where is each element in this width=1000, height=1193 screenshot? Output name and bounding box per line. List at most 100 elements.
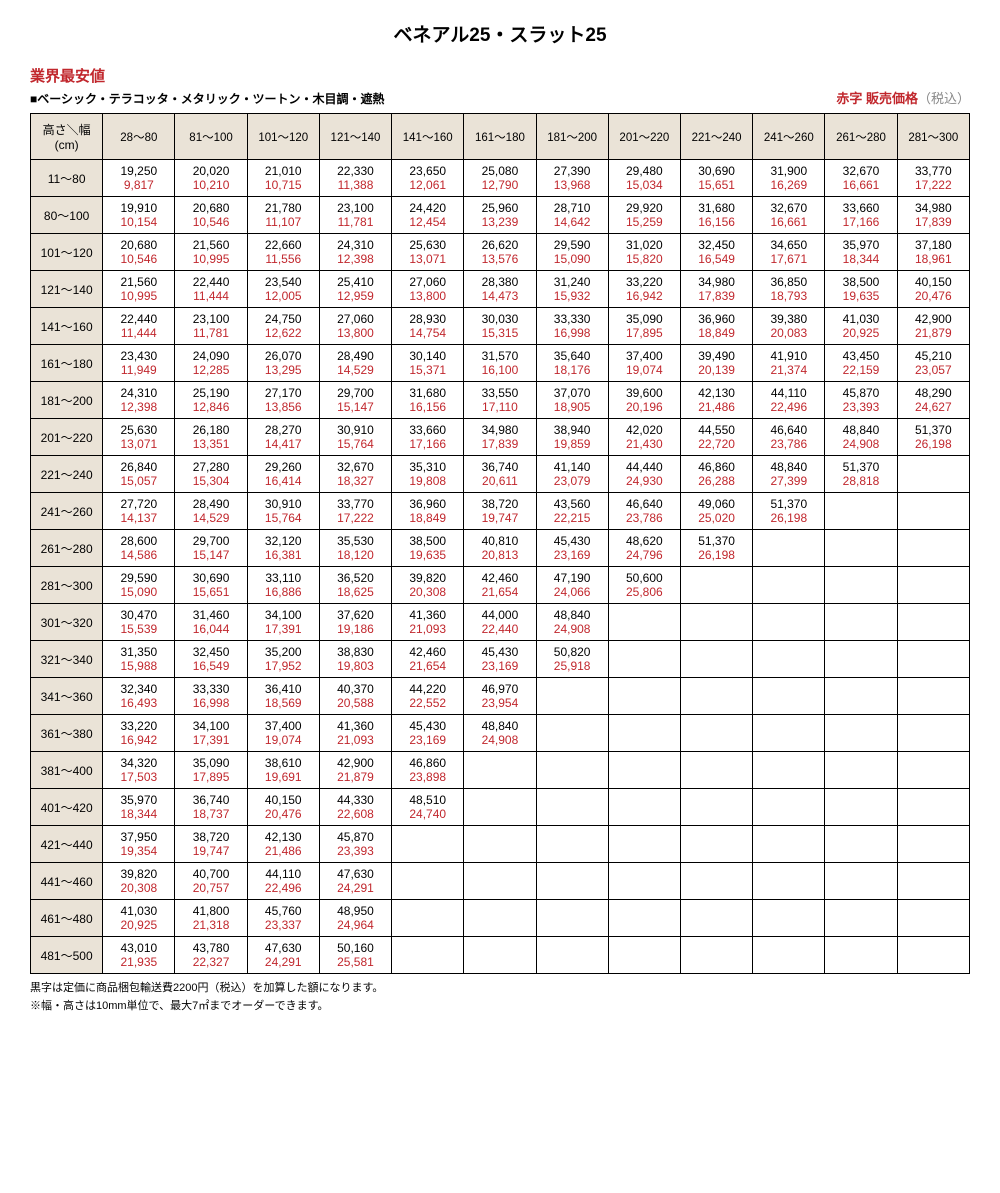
list-price: 30,690 xyxy=(681,160,752,178)
price-cell xyxy=(753,826,825,863)
list-price: 47,630 xyxy=(248,937,319,955)
list-price: 28,490 xyxy=(320,345,391,363)
sale-price: 12,398 xyxy=(103,400,174,418)
list-price: 19,910 xyxy=(103,197,174,215)
price-cell: 48,84024,908 xyxy=(536,604,608,641)
list-price: 36,740 xyxy=(464,456,535,474)
price-cell: 33,33016,998 xyxy=(536,308,608,345)
sale-price: 11,781 xyxy=(175,326,246,344)
list-price: 45,870 xyxy=(320,826,391,844)
price-cell: 41,91021,374 xyxy=(753,345,825,382)
sale-price: 19,186 xyxy=(320,622,391,640)
price-cell: 32,67016,661 xyxy=(753,197,825,234)
list-price: 44,110 xyxy=(753,382,824,400)
price-cell: 23,10011,781 xyxy=(175,308,247,345)
price-cell: 25,19012,846 xyxy=(175,382,247,419)
sale-price: 24,964 xyxy=(320,918,391,936)
price-cell: 35,97018,344 xyxy=(103,789,175,826)
sale-price: 13,576 xyxy=(464,252,535,270)
list-price: 28,710 xyxy=(537,197,608,215)
price-cell: 35,31019,808 xyxy=(392,456,464,493)
list-price: 30,470 xyxy=(103,604,174,622)
price-cell: 41,03020,925 xyxy=(103,900,175,937)
list-price: 24,310 xyxy=(320,234,391,252)
list-price: 46,640 xyxy=(609,493,680,511)
sale-price: 16,100 xyxy=(464,363,535,381)
row-header: 441～460 xyxy=(31,863,103,900)
list-price: 39,820 xyxy=(103,863,174,881)
price-cell xyxy=(753,789,825,826)
price-cell: 21,56010,995 xyxy=(175,234,247,271)
list-price: 44,550 xyxy=(681,419,752,437)
price-cell: 33,55017,110 xyxy=(464,382,536,419)
sale-price: 28,818 xyxy=(825,474,896,492)
table-row: 361～38033,22016,94234,10017,39137,40019,… xyxy=(31,715,970,752)
price-cell: 46,64023,786 xyxy=(608,493,680,530)
sale-price: 15,315 xyxy=(464,326,535,344)
list-price: 44,330 xyxy=(320,789,391,807)
row-header: 281～300 xyxy=(31,567,103,604)
price-cell xyxy=(464,937,536,974)
sale-price: 18,344 xyxy=(103,807,174,825)
sale-price: 21,879 xyxy=(320,770,391,788)
list-price: 45,430 xyxy=(537,530,608,548)
sale-price: 11,444 xyxy=(175,289,246,307)
sale-price: 20,588 xyxy=(320,696,391,714)
list-price: 23,430 xyxy=(103,345,174,363)
sale-price: 12,454 xyxy=(392,215,463,233)
sale-price: 21,093 xyxy=(392,622,463,640)
price-cell xyxy=(608,826,680,863)
list-price: 43,010 xyxy=(103,937,174,955)
price-cell xyxy=(536,900,608,937)
sale-price: 16,269 xyxy=(753,178,824,196)
price-cell: 44,00022,440 xyxy=(464,604,536,641)
price-cell: 28,93014,754 xyxy=(392,308,464,345)
page-title: ベネアル25・スラット25 xyxy=(30,20,970,47)
price-cell: 29,70015,147 xyxy=(175,530,247,567)
list-price: 38,940 xyxy=(537,419,608,437)
price-cell xyxy=(897,715,969,752)
row-header: 201～220 xyxy=(31,419,103,456)
list-price: 35,090 xyxy=(175,752,246,770)
price-cell: 33,11016,886 xyxy=(247,567,319,604)
price-cell xyxy=(536,826,608,863)
table-row: 321～34031,35015,98832,45016,54935,20017,… xyxy=(31,641,970,678)
sale-price: 18,569 xyxy=(248,696,319,714)
list-price: 32,340 xyxy=(103,678,174,696)
list-price: 42,130 xyxy=(248,826,319,844)
list-price: 38,500 xyxy=(392,530,463,548)
sale-price: 23,393 xyxy=(825,400,896,418)
sale-price: 24,291 xyxy=(248,955,319,973)
price-cell: 20,68010,546 xyxy=(103,234,175,271)
sale-price: 26,288 xyxy=(681,474,752,492)
price-cell xyxy=(608,641,680,678)
price-cell xyxy=(392,937,464,974)
list-price: 23,100 xyxy=(320,197,391,215)
list-price: 28,380 xyxy=(464,271,535,289)
price-cell: 42,90021,879 xyxy=(897,308,969,345)
sale-price: 13,856 xyxy=(248,400,319,418)
sale-price: 9,817 xyxy=(103,178,174,196)
list-price: 39,380 xyxy=(753,308,824,326)
sale-price: 24,627 xyxy=(898,400,969,418)
sale-price: 24,908 xyxy=(464,733,535,751)
sale-price: 16,156 xyxy=(392,400,463,418)
price-cell: 46,97023,954 xyxy=(464,678,536,715)
price-cell: 22,44011,444 xyxy=(175,271,247,308)
sale-price: 14,586 xyxy=(103,548,174,566)
price-cell: 40,37020,588 xyxy=(319,678,391,715)
row-header: 321～340 xyxy=(31,641,103,678)
price-cell: 24,09012,285 xyxy=(175,345,247,382)
table-row: 421～44037,95019,35438,72019,74742,13021,… xyxy=(31,826,970,863)
list-price: 42,460 xyxy=(464,567,535,585)
price-cell: 43,78022,327 xyxy=(175,937,247,974)
price-cell: 45,43023,169 xyxy=(392,715,464,752)
price-cell: 46,86026,288 xyxy=(680,456,752,493)
list-price: 30,030 xyxy=(464,308,535,326)
price-cell xyxy=(825,937,897,974)
sale-price: 12,790 xyxy=(464,178,535,196)
list-price: 38,830 xyxy=(320,641,391,659)
sale-price: 15,147 xyxy=(320,400,391,418)
sale-price: 16,998 xyxy=(175,696,246,714)
price-cell: 38,72019,747 xyxy=(464,493,536,530)
